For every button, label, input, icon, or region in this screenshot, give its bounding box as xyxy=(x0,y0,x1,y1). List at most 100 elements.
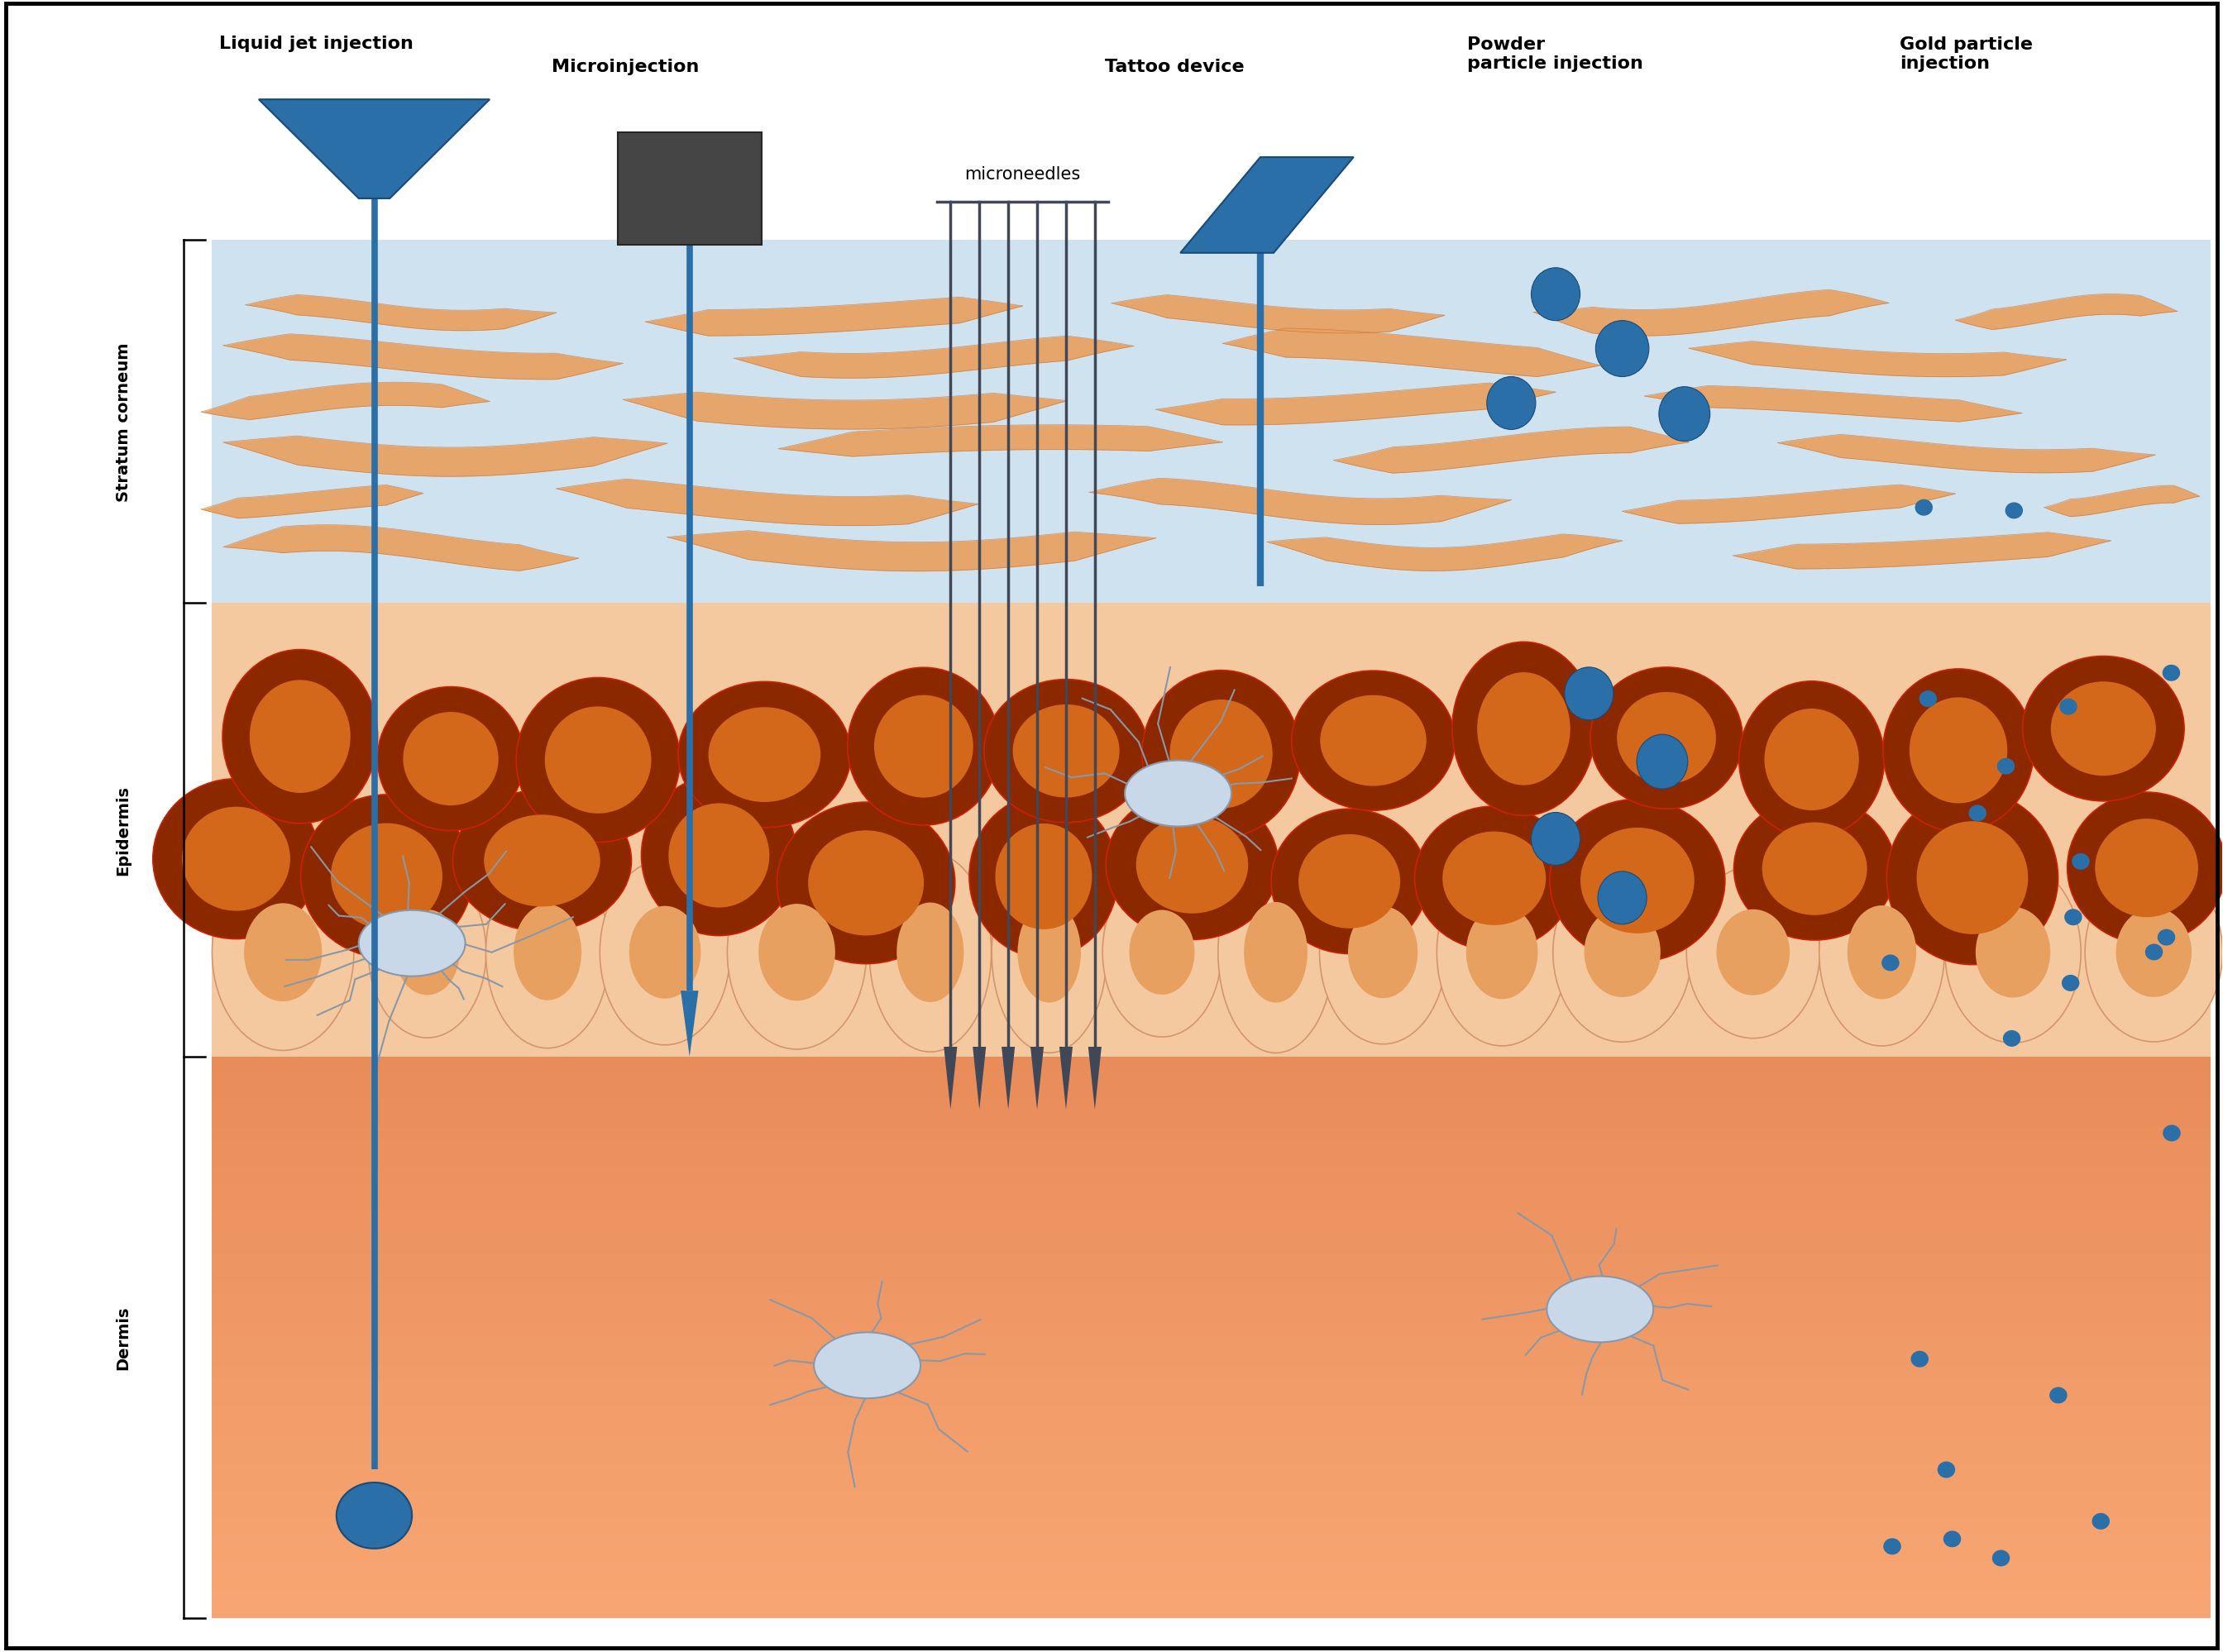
Ellipse shape xyxy=(642,775,796,937)
Ellipse shape xyxy=(1818,859,1945,1046)
Ellipse shape xyxy=(2050,1388,2067,1404)
Ellipse shape xyxy=(300,795,473,958)
Ellipse shape xyxy=(600,861,729,1046)
Polygon shape xyxy=(974,1047,987,1110)
Ellipse shape xyxy=(2052,682,2156,776)
Ellipse shape xyxy=(1532,813,1581,866)
Ellipse shape xyxy=(1687,867,1821,1039)
Ellipse shape xyxy=(678,682,851,828)
Ellipse shape xyxy=(396,910,460,996)
Ellipse shape xyxy=(1914,501,1932,517)
Ellipse shape xyxy=(402,712,498,806)
Ellipse shape xyxy=(2023,656,2185,801)
Bar xyxy=(211,240,2210,603)
Bar xyxy=(211,1533,2210,1548)
Ellipse shape xyxy=(1018,902,1080,1003)
Text: Epidermis: Epidermis xyxy=(116,785,131,876)
Ellipse shape xyxy=(1436,859,1567,1046)
Polygon shape xyxy=(945,1047,958,1110)
Bar xyxy=(211,1226,2210,1239)
Ellipse shape xyxy=(1532,268,1581,320)
Ellipse shape xyxy=(182,808,291,912)
Ellipse shape xyxy=(369,867,487,1037)
Bar xyxy=(211,1295,2210,1310)
Ellipse shape xyxy=(2067,793,2223,943)
Bar xyxy=(211,1520,2210,1533)
Ellipse shape xyxy=(814,1333,920,1399)
Ellipse shape xyxy=(1910,697,2007,803)
Ellipse shape xyxy=(2116,909,2192,998)
Ellipse shape xyxy=(1918,691,1936,707)
Ellipse shape xyxy=(2159,930,2176,947)
Ellipse shape xyxy=(1992,1550,2010,1566)
Ellipse shape xyxy=(969,795,1118,958)
Ellipse shape xyxy=(1320,861,1447,1044)
Ellipse shape xyxy=(1636,735,1687,790)
Ellipse shape xyxy=(2085,864,2223,1042)
Ellipse shape xyxy=(758,904,836,1001)
Ellipse shape xyxy=(1716,910,1790,996)
Ellipse shape xyxy=(2145,945,2163,960)
Ellipse shape xyxy=(1103,867,1220,1037)
Ellipse shape xyxy=(1547,1277,1654,1343)
Ellipse shape xyxy=(1565,667,1614,720)
Bar xyxy=(211,1211,2210,1226)
Bar xyxy=(211,1127,2210,1142)
Text: microneedles: microneedles xyxy=(965,167,1080,183)
Ellipse shape xyxy=(1945,862,2081,1042)
Ellipse shape xyxy=(1970,805,1987,821)
Ellipse shape xyxy=(1143,671,1300,838)
Ellipse shape xyxy=(211,854,353,1051)
Ellipse shape xyxy=(1292,671,1456,811)
Ellipse shape xyxy=(453,790,631,932)
Polygon shape xyxy=(1089,1047,1103,1110)
Ellipse shape xyxy=(378,687,525,831)
Ellipse shape xyxy=(1585,907,1661,998)
Text: Tattoo device: Tattoo device xyxy=(1105,59,1245,76)
Ellipse shape xyxy=(2061,975,2079,991)
Ellipse shape xyxy=(545,707,651,814)
Ellipse shape xyxy=(1125,762,1232,826)
Ellipse shape xyxy=(709,707,820,803)
Ellipse shape xyxy=(1596,320,1649,377)
Ellipse shape xyxy=(1452,643,1596,816)
Bar xyxy=(211,1408,2210,1421)
Bar xyxy=(211,1576,2210,1589)
Bar xyxy=(211,1379,2210,1394)
Bar xyxy=(211,1282,2210,1295)
Bar xyxy=(211,1267,2210,1282)
Ellipse shape xyxy=(153,780,320,940)
Ellipse shape xyxy=(1938,1462,1956,1479)
Ellipse shape xyxy=(776,803,956,965)
Ellipse shape xyxy=(1272,809,1427,955)
Bar xyxy=(211,1142,2210,1155)
Bar xyxy=(211,1589,2210,1604)
Ellipse shape xyxy=(336,1482,411,1548)
Ellipse shape xyxy=(1883,1538,1901,1555)
Bar xyxy=(211,1492,2210,1505)
Ellipse shape xyxy=(2005,502,2023,519)
Ellipse shape xyxy=(514,905,582,1001)
Ellipse shape xyxy=(1320,695,1427,786)
Text: Gold particle
injection: Gold particle injection xyxy=(1901,36,2034,71)
Ellipse shape xyxy=(249,681,351,793)
Ellipse shape xyxy=(331,824,442,930)
Ellipse shape xyxy=(1976,907,2050,998)
Ellipse shape xyxy=(727,856,867,1049)
Ellipse shape xyxy=(2065,909,2083,925)
Bar xyxy=(211,1183,2210,1198)
Polygon shape xyxy=(1180,159,1354,253)
Ellipse shape xyxy=(669,803,769,909)
Ellipse shape xyxy=(1129,910,1194,995)
Bar xyxy=(211,1254,2210,1267)
Bar xyxy=(211,1085,2210,1099)
Bar xyxy=(211,1366,2210,1379)
Ellipse shape xyxy=(1218,852,1334,1054)
Ellipse shape xyxy=(2163,1125,2181,1142)
Bar xyxy=(211,1421,2210,1436)
Ellipse shape xyxy=(1136,816,1247,914)
Ellipse shape xyxy=(1467,905,1538,999)
Ellipse shape xyxy=(1549,800,1725,961)
Bar xyxy=(211,1198,2210,1211)
Bar xyxy=(211,1505,2210,1520)
